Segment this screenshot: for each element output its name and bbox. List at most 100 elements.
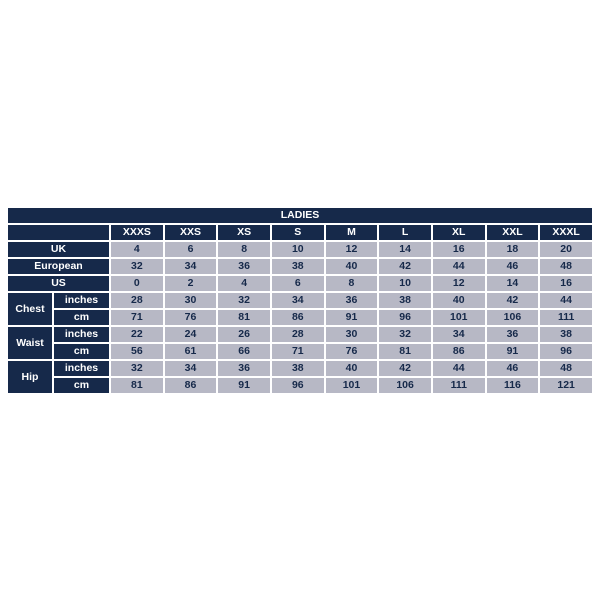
row-label-european: European [8, 259, 109, 274]
size-value-cell: 28 [271, 327, 324, 342]
size-value-cell: 12 [432, 276, 485, 291]
size-value-cell: 36 [325, 293, 378, 308]
size-value-cell: 44 [540, 293, 592, 308]
unit-label-inches: inches [54, 327, 109, 342]
size-value-cell: 38 [271, 259, 324, 274]
size-column-header: XXS [164, 225, 217, 240]
size-value-cell: 48 [540, 259, 592, 274]
table-row: cm 56 61 66 71 76 81 86 91 96 [8, 344, 592, 359]
row-label-us: US [8, 276, 109, 291]
size-value-cell: 91 [218, 378, 270, 393]
size-value-cell: 81 [379, 344, 431, 359]
size-value-cell: 38 [540, 327, 592, 342]
size-value-cell: 6 [271, 276, 324, 291]
title-row: LADIES [8, 208, 592, 223]
size-value-cell: 36 [218, 259, 270, 274]
size-value-cell: 86 [432, 344, 485, 359]
size-column-header: L [379, 225, 431, 240]
size-value-cell: 71 [111, 310, 163, 325]
size-value-cell: 42 [486, 293, 539, 308]
size-value-cell: 4 [218, 276, 270, 291]
size-value-cell: 116 [486, 378, 539, 393]
size-value-cell: 48 [540, 361, 592, 376]
size-value-cell: 36 [486, 327, 539, 342]
size-value-cell: 44 [432, 259, 485, 274]
table-row: European 32 34 36 38 40 42 44 46 48 [8, 259, 592, 274]
size-value-cell: 2 [164, 276, 217, 291]
table-row: cm 71 76 81 86 91 96 101 106 111 [8, 310, 592, 325]
table-title: LADIES [8, 208, 592, 223]
size-value-cell: 14 [379, 242, 431, 257]
size-value-cell: 86 [164, 378, 217, 393]
size-value-cell: 24 [164, 327, 217, 342]
size-value-cell: 40 [325, 259, 378, 274]
size-value-cell: 91 [325, 310, 378, 325]
table-row: UK 4 6 8 10 12 14 16 18 20 [8, 242, 592, 257]
unit-label-cm: cm [54, 378, 109, 393]
size-value-cell: 96 [379, 310, 431, 325]
size-value-cell: 30 [164, 293, 217, 308]
size-value-cell: 6 [164, 242, 217, 257]
unit-label-cm: cm [54, 310, 109, 325]
size-value-cell: 40 [432, 293, 485, 308]
size-column-header: XXXS [111, 225, 163, 240]
size-value-cell: 106 [486, 310, 539, 325]
size-value-cell: 81 [218, 310, 270, 325]
size-header-spacer-cell [8, 225, 109, 240]
unit-label-inches: inches [54, 361, 109, 376]
size-value-cell: 26 [218, 327, 270, 342]
table-row: cm 81 86 91 96 101 106 111 116 121 [8, 378, 592, 393]
size-value-cell: 101 [325, 378, 378, 393]
size-column-header: XXXL [540, 225, 592, 240]
size-value-cell: 28 [111, 293, 163, 308]
size-value-cell: 81 [111, 378, 163, 393]
size-value-cell: 14 [486, 276, 539, 291]
size-value-cell: 111 [432, 378, 485, 393]
size-value-cell: 96 [271, 378, 324, 393]
size-value-cell: 12 [325, 242, 378, 257]
table-row: Chest inches 28 30 32 34 36 38 40 42 44 [8, 293, 592, 325]
size-value-cell: 101 [432, 310, 485, 325]
size-column-header: XS [218, 225, 270, 240]
size-column-header: XXL [486, 225, 539, 240]
row-label-hip: Hip [8, 361, 52, 393]
size-value-cell: 38 [271, 361, 324, 376]
size-value-cell: 61 [164, 344, 217, 359]
table-row: Waist inches 22 24 26 28 30 32 34 36 38 [8, 327, 592, 359]
size-value-cell: 42 [379, 259, 431, 274]
size-value-cell: 10 [379, 276, 431, 291]
size-value-cell: 32 [111, 259, 163, 274]
size-value-cell: 86 [271, 310, 324, 325]
size-value-cell: 16 [540, 276, 592, 291]
size-value-cell: 91 [486, 344, 539, 359]
size-value-cell: 111 [540, 310, 592, 325]
size-value-cell: 46 [486, 259, 539, 274]
size-value-cell: 44 [432, 361, 485, 376]
size-value-cell: 121 [540, 378, 592, 393]
size-column-header: XL [432, 225, 485, 240]
size-value-cell: 42 [379, 361, 431, 376]
size-value-cell: 16 [432, 242, 485, 257]
size-value-cell: 38 [379, 293, 431, 308]
size-value-cell: 34 [164, 259, 217, 274]
size-value-cell: 40 [325, 361, 378, 376]
table-row: US 0 2 4 6 8 10 12 14 16 [8, 276, 592, 291]
size-value-cell: 96 [540, 344, 592, 359]
ladies-size-chart-table: LADIES XXXS XXS XS S M L XL XXL XXXL UK 4 6 8 10 12 14 1… [6, 206, 594, 395]
size-value-cell: 76 [325, 344, 378, 359]
size-value-cell: 32 [218, 293, 270, 308]
size-value-cell: 4 [111, 242, 163, 257]
size-value-cell: 32 [379, 327, 431, 342]
size-value-cell: 0 [111, 276, 163, 291]
size-value-cell: 8 [218, 242, 270, 257]
size-value-cell: 20 [540, 242, 592, 257]
size-value-cell: 18 [486, 242, 539, 257]
size-value-cell: 66 [218, 344, 270, 359]
size-value-cell: 34 [271, 293, 324, 308]
size-value-cell: 36 [218, 361, 270, 376]
size-header-row: XXXS XXS XS S M L XL XXL XXXL [8, 225, 592, 240]
size-value-cell: 30 [325, 327, 378, 342]
size-value-cell: 46 [486, 361, 539, 376]
size-value-cell: 8 [325, 276, 378, 291]
row-label-uk: UK [8, 242, 109, 257]
